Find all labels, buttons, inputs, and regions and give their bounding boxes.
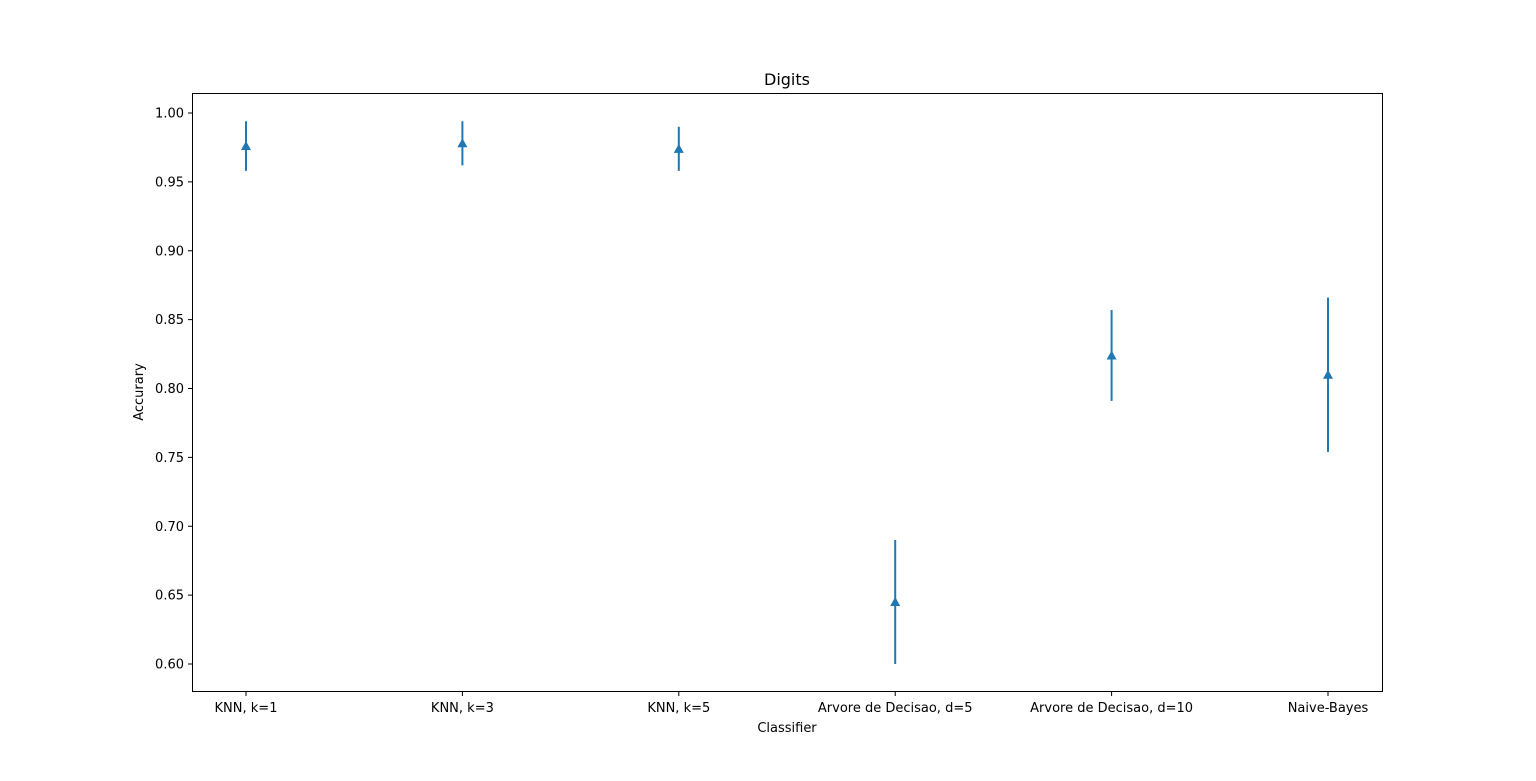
x-tick-label: KNN, k=5 — [647, 701, 710, 716]
data-point-marker — [1106, 350, 1117, 360]
y-tick-label: 0.75 — [155, 451, 184, 466]
x-axis-label: Classifier — [757, 721, 817, 736]
y-tick-label: 0.60 — [155, 658, 184, 673]
y-tick-label: 0.80 — [155, 382, 184, 397]
plot-marks — [241, 121, 1333, 664]
x-tick-label: Arvore de Decisao, d=10 — [1030, 701, 1193, 716]
y-tick-label: 1.00 — [155, 107, 184, 122]
data-point-marker — [241, 141, 251, 151]
y-axis: 0.60 0.65 0.70 0.75 0.80 0.85 0.90 0.95 1.00 — [155, 107, 193, 673]
y-tick-label: 0.65 — [155, 589, 184, 604]
y-tick-label: 0.95 — [155, 175, 184, 190]
x-tick-label: Naive-Bayes — [1288, 701, 1369, 716]
data-point-marker — [1323, 369, 1333, 379]
x-tick-label: Arvore de Decisao, d=5 — [818, 701, 973, 716]
x-axis: KNN, k=1 KNN, k=3 KNN, k=5 Arvore de Decisa… — [215, 691, 1369, 716]
data-point-marker — [890, 597, 901, 607]
y-tick-label: 0.90 — [155, 244, 184, 259]
y-tick-label: 0.85 — [155, 313, 184, 328]
chart-title: Digits — [764, 70, 810, 89]
x-tick-label: KNN, k=1 — [215, 701, 278, 716]
x-tick-label: KNN, k=3 — [431, 701, 494, 716]
plot-frame — [192, 93, 1383, 692]
y-axis-label: Accurary — [132, 363, 147, 421]
data-point-marker — [673, 143, 684, 153]
y-tick-label: 0.70 — [155, 520, 184, 535]
data-point-marker — [457, 138, 468, 148]
